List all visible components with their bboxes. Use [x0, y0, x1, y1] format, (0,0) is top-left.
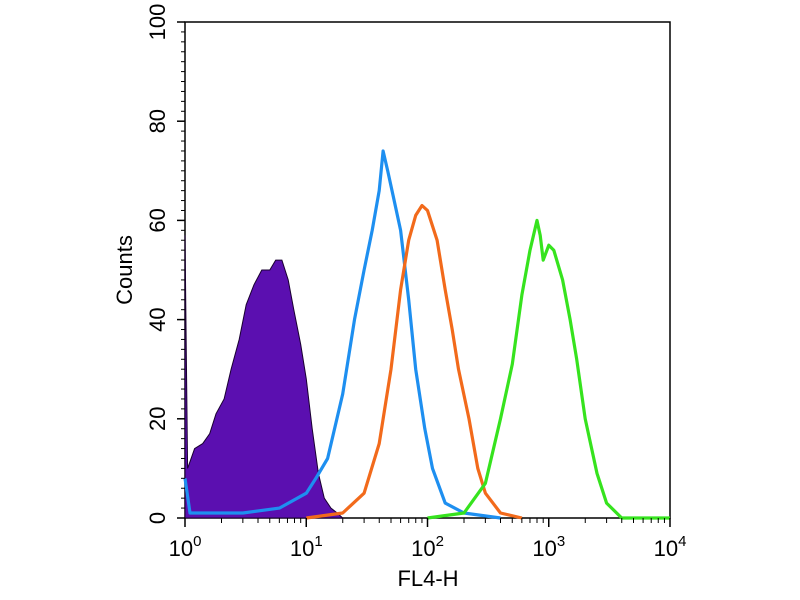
y-tick-label-0: 0 — [145, 512, 170, 524]
series-0-fill — [184, 235, 344, 519]
y-tick-label-1: 20 — [145, 407, 170, 431]
x-tick-label-0: 100 — [169, 533, 202, 561]
y-axis-title: Counts — [112, 235, 137, 305]
y-tick-label-5: 100 — [145, 4, 170, 41]
series-1-line — [183, 149, 501, 520]
x-tick-label-3: 103 — [532, 533, 565, 561]
axes-layer: 100 101 102 103 104 0 20 40 60 80 100 — [145, 4, 686, 561]
y-tick-label-2: 40 — [145, 307, 170, 331]
series-3-line — [427, 218, 670, 520]
x-tick-label-4: 104 — [654, 533, 687, 561]
x-tick-label-1: 101 — [290, 533, 323, 561]
x-axis-title: FL4-H — [397, 566, 458, 591]
y-tick-label-3: 60 — [145, 208, 170, 232]
series-2-line — [306, 203, 523, 520]
series-layer — [183, 149, 670, 520]
y-tick-label-4: 80 — [145, 109, 170, 133]
x-tick-label-2: 102 — [411, 533, 444, 561]
